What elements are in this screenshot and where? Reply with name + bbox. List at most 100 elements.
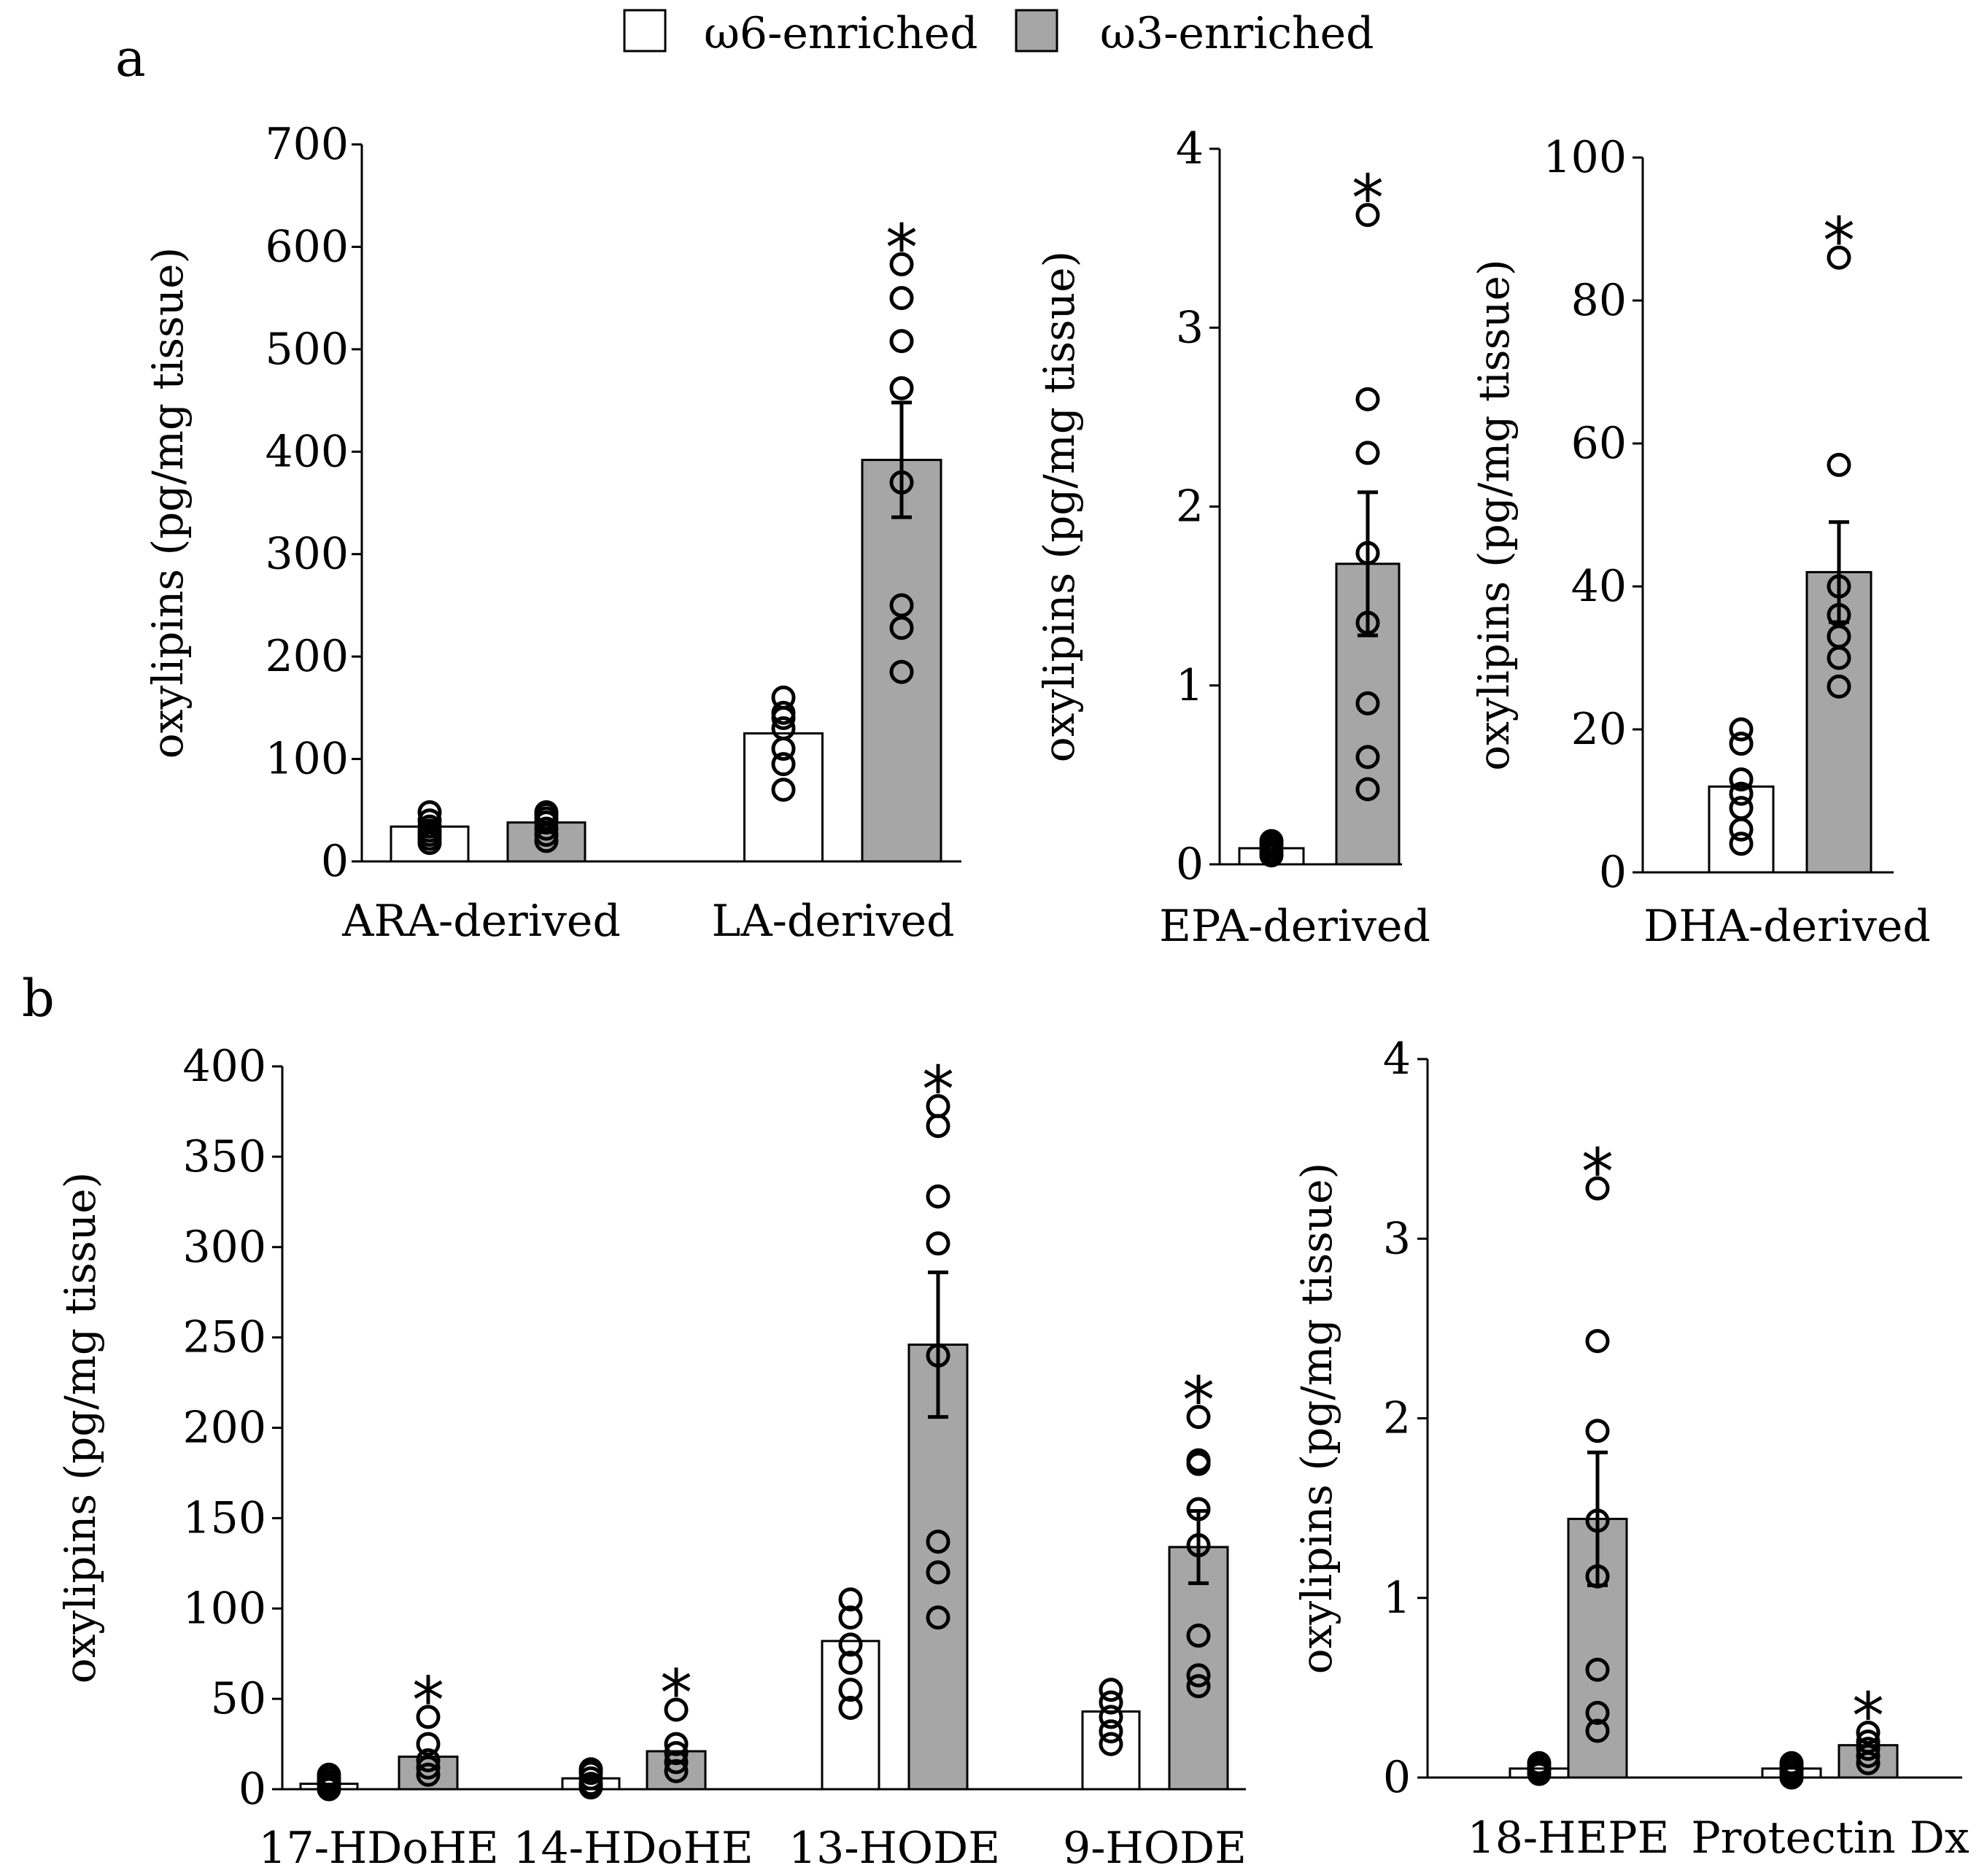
y-tick-label: 80 [1571, 275, 1627, 326]
data-point [1729, 781, 1754, 806]
significance-star: * [1852, 1678, 1884, 1753]
data-point [889, 252, 914, 276]
data-point [1099, 1719, 1123, 1744]
y-tick-label: 200 [265, 631, 349, 682]
data-point [416, 1705, 441, 1729]
significance-star: * [1182, 1363, 1215, 1438]
data-point [926, 1343, 950, 1368]
y-tick-label: 20 [1571, 704, 1627, 755]
data-point [771, 716, 796, 740]
data-point [838, 1651, 863, 1675]
data-point [1585, 1508, 1610, 1533]
data-point [889, 659, 914, 684]
data-point [1099, 1690, 1123, 1715]
data-point [1729, 796, 1754, 821]
legend: ω6-enriched ω3-enriched [623, 8, 1374, 59]
significance-star: * [1581, 1134, 1614, 1209]
y-tick-label: 0 [1383, 1752, 1411, 1803]
chart-a2-epa: 0 1 2 3 4 oxylipins (pg/mg tissue) EPA-derived… [1034, 123, 1430, 952]
y-tick-label: 100 [1543, 132, 1627, 183]
data-point [926, 1184, 950, 1209]
data-point [1099, 1705, 1123, 1729]
data-point [416, 1762, 441, 1787]
data-point [1355, 611, 1380, 635]
data-point [317, 1762, 341, 1787]
data-point [1856, 1720, 1881, 1745]
y-tick-label: 700 [265, 119, 349, 170]
panel-letter-b: b [22, 969, 55, 1028]
data-point [664, 1759, 689, 1783]
significance-star: * [922, 1053, 954, 1128]
y-tick-label: 3 [1383, 1213, 1411, 1264]
data-point [1355, 203, 1380, 228]
legend-swatch-w6 [623, 9, 667, 53]
data-point [664, 1697, 689, 1722]
data-point [1856, 1729, 1881, 1754]
data-point [1527, 1751, 1552, 1775]
data-point [1729, 717, 1754, 742]
y-tick-label: 4 [1176, 123, 1204, 174]
y-tick-label: 40 [1571, 561, 1627, 612]
y-tick-label: 3 [1176, 302, 1204, 353]
data-point [1585, 1700, 1610, 1725]
category-label: ARA-derived [341, 896, 621, 947]
data-point [889, 376, 914, 400]
bar-w6 [1708, 785, 1775, 874]
data-point [926, 1560, 950, 1585]
data-point [1585, 1329, 1610, 1354]
y-tick-label: 2 [1176, 481, 1204, 532]
category-label: LA-derived [711, 896, 954, 947]
y-axis-label: oxylipins (pg/mg tissue) [1034, 251, 1084, 762]
data-point [1585, 1718, 1610, 1743]
data-point [1729, 732, 1754, 756]
data-point [1779, 1751, 1804, 1775]
data-point [838, 1696, 863, 1721]
y-tick-label: 100 [265, 734, 349, 785]
data-point [664, 1740, 689, 1765]
data-point [534, 800, 559, 825]
y-tick-label: 250 [182, 1312, 266, 1363]
significance-star: * [886, 210, 918, 285]
data-point [1186, 1663, 1211, 1688]
y-tick-label: 500 [265, 324, 349, 375]
data-point [416, 1732, 441, 1756]
data-point [889, 286, 914, 311]
chart-a1-ara-la: 0 100 200 300 400 500 600 700 oxylipins (pg/mg t… [143, 119, 961, 947]
bar-w6 [743, 732, 824, 863]
y-axis-label: oxylipins (pg/mg tissue) [143, 247, 193, 759]
y-tick-label: 150 [182, 1492, 266, 1543]
data-point [1827, 602, 1851, 627]
chart-b1-hydroxy: 0 50 100 150 200 250 300 350 400 oxylipins (pg/mg… [55, 1041, 1247, 1874]
bar-w3 [646, 1750, 707, 1791]
significance-star: * [412, 1663, 444, 1738]
data-point [1827, 574, 1851, 599]
y-tick-label: 0 [1176, 839, 1204, 890]
y-tick-label: 0 [239, 1764, 266, 1815]
panel-letter-a: a [115, 28, 146, 88]
data-point [417, 800, 442, 825]
data-point [417, 808, 442, 833]
legend-swatch-w3 [1015, 9, 1058, 53]
legend-label-w6: ω6-enriched [704, 8, 978, 59]
y-tick-label: 100 [182, 1583, 266, 1634]
chart-b2-hepe-protectin: 0 1 2 3 4 oxylipins (pg/mg tissue) 18-HEPE * Pro… [1292, 1034, 1970, 1864]
y-tick-label: 400 [265, 426, 349, 477]
bar-w3 [1168, 1546, 1229, 1791]
y-tick-label: 300 [182, 1222, 266, 1273]
y-axis-label: oxylipins (pg/mg tissue) [1469, 259, 1519, 770]
data-point [1827, 245, 1851, 270]
data-point [1856, 1743, 1881, 1768]
bar-w6 [1081, 1710, 1141, 1791]
y-tick-label: 0 [1599, 847, 1627, 898]
y-tick-label: 400 [182, 1041, 266, 1092]
data-point [1099, 1732, 1123, 1756]
data-point [1827, 674, 1851, 699]
data-point [1099, 1678, 1123, 1702]
data-point [1585, 1176, 1610, 1201]
data-point [926, 1530, 950, 1554]
data-point [664, 1732, 689, 1756]
category-label: 14-HDoHE [513, 1823, 753, 1874]
data-point [838, 1587, 863, 1612]
y-tick-label: 300 [265, 529, 349, 580]
